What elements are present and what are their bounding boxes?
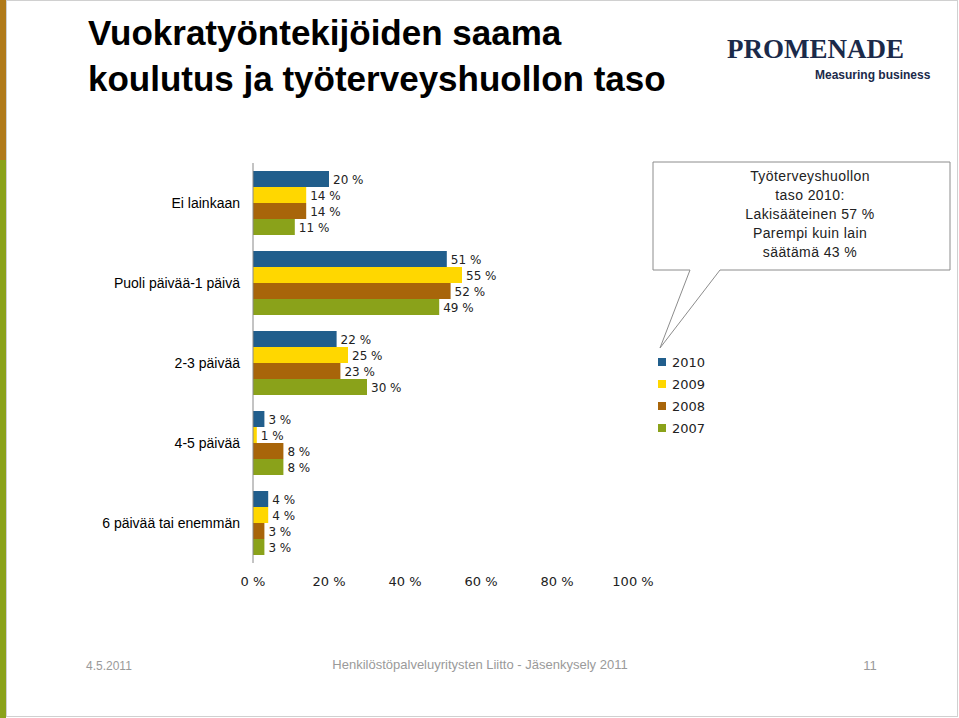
- bar: [253, 203, 306, 219]
- value-label: 23 %: [344, 365, 375, 379]
- footer-date: 4.5.2011: [86, 659, 132, 673]
- legend-swatch: [658, 380, 666, 388]
- annotation-line: säätämä 43 %: [763, 244, 857, 260]
- legend-swatch: [658, 402, 666, 410]
- bar: [253, 251, 447, 267]
- x-tick: [253, 563, 254, 566]
- bar: [253, 267, 462, 283]
- x-tick-label: 0 %: [241, 574, 266, 589]
- x-tick: [557, 563, 558, 566]
- side-stripe-top: [0, 0, 6, 160]
- category-label: Ei lainkaan: [172, 195, 241, 211]
- x-tick: [481, 563, 482, 566]
- chart-canvas: PROMENADE Measuring business 20 % 51 % 22 % 3…: [0, 0, 959, 718]
- category-label: 4-5 päivää: [175, 435, 241, 451]
- value-label: 3 %: [268, 541, 291, 555]
- legend-label: 2008: [672, 399, 705, 414]
- annotation-line: Lakisääteinen 57 %: [745, 206, 874, 222]
- x-tick: [405, 563, 406, 566]
- bar: [253, 427, 257, 443]
- category-axis-line: [253, 163, 254, 563]
- value-label: 55 %: [466, 269, 497, 283]
- bar: [253, 283, 451, 299]
- slide-frame: [7, 1, 958, 717]
- bar: [253, 491, 268, 507]
- legend-swatch: [658, 424, 666, 432]
- annotation-callout: Työterveyshuollon taso 2010: Lakisääteinen…: [653, 162, 950, 348]
- bar: [253, 539, 264, 555]
- value-label: 22 %: [341, 333, 372, 347]
- footer-text: Henkilöstöpalveluyritysten Liitto - Jäse…: [310, 656, 650, 673]
- annotation-line: Työterveyshuollon: [750, 168, 870, 184]
- bar: [253, 411, 264, 427]
- value-label: 8 %: [287, 445, 310, 459]
- page-number: 11: [863, 658, 877, 673]
- legend-label: 2007: [672, 421, 705, 436]
- x-tick: [329, 563, 330, 566]
- bars: [253, 171, 462, 555]
- value-label: 3 %: [268, 525, 291, 539]
- x-tick-label: 20 %: [312, 574, 345, 589]
- bar: [253, 171, 329, 187]
- value-labels: 20 % 51 % 22 % 3 % 4 % 14 % 55 % 25 % 1 % 4 % 14 %…: [261, 173, 497, 555]
- value-label: 25 %: [352, 349, 383, 363]
- x-tick-label: 80 %: [540, 574, 573, 589]
- value-label: 30 %: [371, 381, 402, 395]
- category-label: 2-3 päivää: [175, 355, 241, 371]
- bar: [253, 219, 295, 235]
- value-label: 3 %: [268, 413, 291, 427]
- value-label: 14 %: [310, 205, 341, 219]
- value-label: 51 %: [451, 253, 482, 267]
- value-label: 4 %: [272, 493, 295, 507]
- annotation-line: Parempi kuin lain: [753, 225, 867, 241]
- bar: [253, 507, 268, 523]
- value-label: 1 %: [261, 429, 284, 443]
- legend-label: 2010: [672, 355, 705, 370]
- bar: [253, 187, 306, 203]
- logo-tagline: Measuring business: [815, 68, 931, 82]
- logo: PROMENADE: [727, 34, 904, 64]
- bar: [253, 459, 283, 475]
- legend-swatch: [658, 358, 666, 366]
- value-label: 52 %: [455, 285, 486, 299]
- x-tick-label: 60 %: [464, 574, 497, 589]
- bar: [253, 331, 337, 347]
- legend-label: 2009: [672, 377, 705, 392]
- x-tick-label: 100 %: [612, 574, 653, 589]
- bar: [253, 363, 340, 379]
- value-label: 20 %: [333, 173, 364, 187]
- bar: [253, 299, 439, 315]
- chart-title: Vuokratyöntekijöiden saama koulutus ja t…: [88, 10, 708, 102]
- value-label: 14 %: [310, 189, 341, 203]
- bar: [253, 523, 264, 539]
- bar: [253, 443, 283, 459]
- bar: [253, 347, 348, 363]
- annotation-line: taso 2010:: [775, 187, 844, 203]
- callout-box: [653, 162, 950, 348]
- value-label: 8 %: [287, 461, 310, 475]
- value-label: 4 %: [272, 509, 295, 523]
- x-tick: [633, 563, 634, 566]
- side-stripe-bottom: [0, 160, 6, 718]
- value-label: 11 %: [299, 221, 330, 235]
- value-label: 49 %: [443, 301, 474, 315]
- legend: 2010 2009 2008 2007: [658, 355, 705, 436]
- category-label: 6 päivää tai enemmän: [102, 515, 240, 531]
- bar: [253, 379, 367, 395]
- x-tick-label: 40 %: [388, 574, 421, 589]
- category-label: Puoli päivää-1 päivä: [114, 275, 240, 291]
